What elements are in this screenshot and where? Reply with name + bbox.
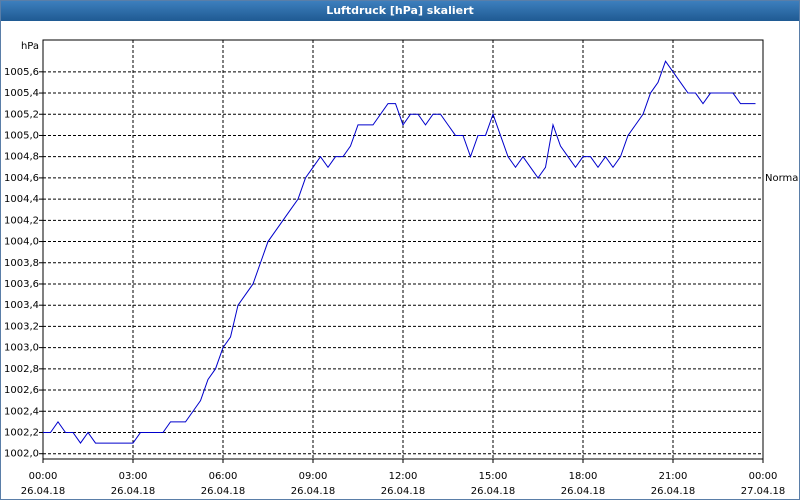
y-tick-label: 1005,4 (4, 88, 39, 99)
y-tick-label: 1004,2 (4, 215, 39, 226)
y-tick-label: 1004,0 (4, 237, 39, 248)
y-tick-label: 1003,8 (4, 258, 39, 269)
y-tick-label: 1002,8 (4, 364, 39, 375)
y-tick-label: 1005,6 (4, 67, 39, 78)
chart-title: Luftdruck [hPa] skaliert (1, 1, 799, 21)
x-tick-sublabel: 26.04.18 (21, 486, 66, 497)
x-tick-sublabel: 26.04.18 (471, 486, 516, 497)
data-line (43, 60, 756, 444)
x-tick-label: 00:00 (29, 471, 58, 482)
x-tick-sublabel: 27.04.18 (741, 486, 786, 497)
y-tick-label: 1004,6 (4, 173, 39, 184)
x-tick-sublabel: 26.04.18 (201, 486, 246, 497)
x-tick-label: 09:00 (299, 471, 328, 482)
plot-frame (42, 39, 764, 460)
y-tick-label: 1003,0 (4, 343, 39, 354)
y-tick-label: 1005,2 (4, 109, 39, 120)
y-tick-label: 1002,2 (4, 427, 39, 438)
x-tick-sublabel: 26.04.18 (651, 486, 696, 497)
y-tick-label: 1002,0 (4, 449, 39, 460)
y-axis-label: hPa (21, 41, 39, 52)
y-tick-label: 1002,4 (4, 406, 39, 417)
y-tick-label: 1002,6 (4, 385, 39, 396)
x-tick-label: 21:00 (659, 471, 688, 482)
x-tick-sublabel: 26.04.18 (381, 486, 426, 497)
x-tick-label: 06:00 (209, 471, 238, 482)
x-tick-label: 15:00 (479, 471, 508, 482)
y-tick-label: 1004,8 (4, 152, 39, 163)
reference-label: Normal (765, 173, 799, 184)
y-tick-label: 1005,0 (4, 130, 39, 141)
y-tick-label: 1003,6 (4, 279, 39, 290)
chart: hPa 1002,0 1002,2 1002,4 1002,6 1002,8 1003,0… (4, 39, 799, 497)
x-tick-sublabel: 26.04.18 (111, 486, 156, 497)
x-tick-label: 00:00 (749, 471, 778, 482)
x-tick-sublabel: 26.04.18 (291, 486, 336, 497)
x-tick-label: 12:00 (389, 471, 418, 482)
x-tick-label: 18:00 (569, 471, 598, 482)
x-tick-label: 03:00 (119, 471, 148, 482)
y-tick-label: 1003,4 (4, 300, 39, 311)
x-tick-sublabel: 26.04.18 (561, 486, 606, 497)
y-tick-label: 1004,4 (4, 194, 39, 205)
y-tick-label: 1003,2 (4, 321, 39, 332)
